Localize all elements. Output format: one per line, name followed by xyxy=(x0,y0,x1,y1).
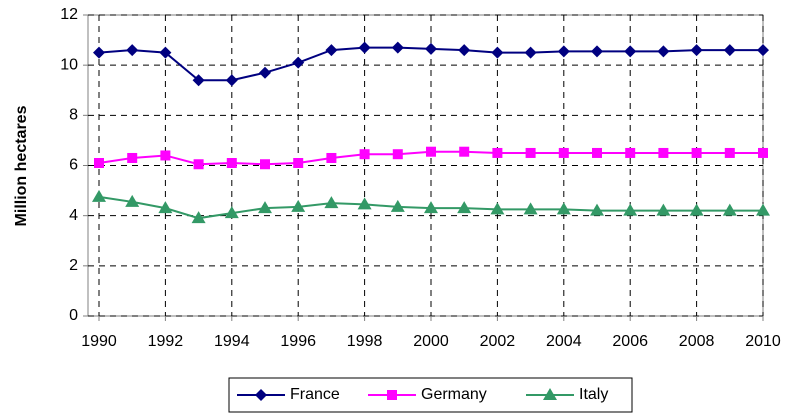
marker xyxy=(525,147,536,158)
marker xyxy=(591,45,603,58)
x-tick-label: 2000 xyxy=(413,333,449,350)
marker xyxy=(458,44,471,57)
marker xyxy=(756,203,770,216)
marker xyxy=(325,44,338,57)
marker xyxy=(390,199,405,212)
marker xyxy=(722,203,737,216)
marker xyxy=(424,201,438,214)
marker xyxy=(657,45,670,58)
marker xyxy=(255,389,267,401)
marker xyxy=(490,202,505,215)
marker xyxy=(94,157,104,168)
marker xyxy=(226,157,237,168)
x-tick-label: 1990 xyxy=(81,333,117,350)
x-tick-label: 2004 xyxy=(546,333,582,350)
marker xyxy=(260,159,270,170)
marker xyxy=(92,189,106,202)
y-tick-label: 6 xyxy=(69,157,78,174)
marker xyxy=(160,150,171,161)
marker xyxy=(224,206,239,219)
marker xyxy=(558,147,569,158)
x-tick-label: 2002 xyxy=(480,333,516,350)
marker xyxy=(590,203,604,216)
x-tick-label: 2010 xyxy=(745,333,781,350)
legend-label: Italy xyxy=(579,386,608,403)
marker xyxy=(757,44,769,57)
y-tick-label: 10 xyxy=(60,56,78,73)
marker xyxy=(324,196,339,209)
y-tick-label: 2 xyxy=(69,257,78,274)
marker xyxy=(524,46,537,59)
marker xyxy=(258,201,272,214)
marker xyxy=(293,157,304,168)
marker xyxy=(491,46,504,59)
marker xyxy=(656,203,671,216)
marker xyxy=(127,152,138,163)
y-axis-label: Million hectares xyxy=(13,105,30,226)
marker xyxy=(689,203,704,216)
marker xyxy=(459,146,470,157)
marker xyxy=(387,390,397,400)
x-tick-label: 1992 xyxy=(148,333,184,350)
marker xyxy=(543,388,557,400)
x-tick-label: 1996 xyxy=(280,333,316,350)
marker xyxy=(126,44,139,57)
marker xyxy=(758,147,768,158)
marker xyxy=(193,159,204,170)
marker xyxy=(624,45,637,58)
marker xyxy=(658,147,669,158)
marker xyxy=(556,202,571,215)
marker xyxy=(523,202,538,215)
marker xyxy=(691,147,702,158)
marker xyxy=(392,149,403,160)
legend-label: Germany xyxy=(421,386,487,403)
legend-label: France xyxy=(290,386,340,403)
marker xyxy=(625,147,636,158)
marker xyxy=(191,211,206,224)
marker xyxy=(425,42,437,55)
marker xyxy=(357,197,372,210)
marker xyxy=(358,41,371,54)
marker xyxy=(192,74,205,87)
x-tick-label: 1998 xyxy=(347,333,383,350)
marker xyxy=(723,44,736,57)
x-tick-label: 2008 xyxy=(679,333,715,350)
marker xyxy=(259,66,271,79)
marker xyxy=(690,44,703,57)
marker xyxy=(292,56,305,69)
legend-box xyxy=(228,377,633,413)
marker xyxy=(557,45,570,58)
y-tick-label: 4 xyxy=(69,207,78,224)
marker xyxy=(158,201,173,214)
marker xyxy=(492,147,503,158)
marker xyxy=(426,146,436,157)
marker xyxy=(159,46,172,59)
marker xyxy=(125,194,140,207)
y-tick-label: 8 xyxy=(69,107,78,124)
marker xyxy=(391,41,404,54)
y-tick-label: 0 xyxy=(69,307,78,324)
marker xyxy=(326,152,337,163)
marker xyxy=(359,149,370,160)
x-tick-label: 1994 xyxy=(214,333,250,350)
marker xyxy=(93,46,105,59)
y-tick-label: 12 xyxy=(60,6,78,23)
marker xyxy=(592,147,602,158)
x-tick-label: 2006 xyxy=(612,333,648,350)
marker xyxy=(724,147,735,158)
marker xyxy=(291,199,306,212)
marker xyxy=(225,74,238,87)
marker xyxy=(623,203,638,216)
marker xyxy=(457,201,472,214)
